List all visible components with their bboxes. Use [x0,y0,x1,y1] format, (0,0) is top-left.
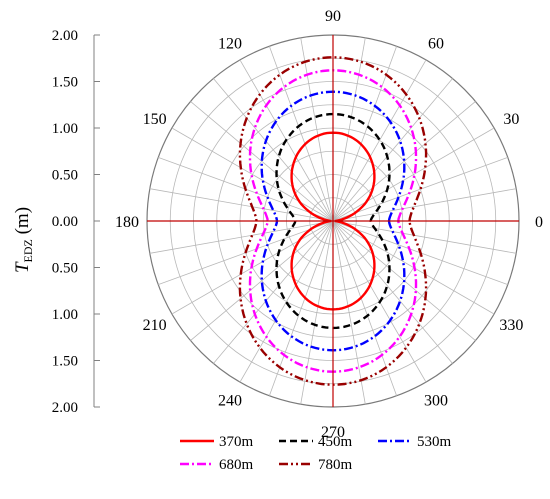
grid-spoke [149,220,334,254]
grid-spoke [269,46,334,222]
radial-tick-label: 0.00 [52,214,78,230]
grid-spoke [332,220,517,254]
angle-label-240: 240 [218,392,242,409]
radial-tick-label: 1.00 [52,121,78,137]
grid-spoke [300,37,334,222]
angle-label-0: 0 [535,214,543,231]
grid-spoke [149,188,334,222]
grid-spoke [332,157,508,222]
grid-spoke [332,127,495,222]
radial-tick-label: 1.50 [52,75,78,91]
legend-label-450m: 450m [318,434,353,450]
angle-label-90: 90 [325,8,341,25]
radial-tick-label: 0.50 [52,168,78,184]
grid-spoke [332,101,476,222]
grid-spoke [332,59,427,222]
grid-spoke [332,220,366,405]
radial-tick-label: 1.50 [52,354,78,370]
legend: 370m 450m 530m 680m 780m [180,434,452,473]
radial-tick-label: 1.00 [52,307,78,323]
angle-labels: 0 30 60 90 120 150 180 210 240 270 300 330 [115,8,543,441]
angle-label-270: 270 [321,424,345,441]
grid-spoke [171,127,334,222]
radial-tick-label: 2.00 [52,28,78,44]
radial-axis: 2.00 1.50 1.00 0.50 0.00 0.50 1.00 1.50 2.00 [52,28,519,416]
legend-label-680m: 680m [219,457,254,473]
grid-spoke [300,220,334,405]
legend-label-780m: 780m [318,457,353,473]
grid-spoke [213,220,334,364]
angle-label-120: 120 [218,36,242,53]
angle-label-330: 330 [499,317,523,334]
grid-spoke [332,220,453,364]
radial-tick-label: 2.00 [52,400,78,416]
grid-spoke [239,220,334,383]
grid-spoke [190,101,334,222]
grid-spoke [332,78,453,222]
legend-label-370m: 370m [219,434,254,450]
angle-label-180: 180 [115,214,139,231]
angle-label-60: 60 [428,36,444,53]
grid-spoke [332,188,517,222]
angle-label-210: 210 [143,317,167,334]
grid-spoke [213,78,334,222]
series-line-680m [248,69,418,373]
grid-spoke [332,37,366,222]
angle-label-150: 150 [143,111,167,128]
legend-label-530m: 530m [417,434,452,450]
y-axis-label: TEDZ (m) [12,207,35,273]
angle-label-30: 30 [503,111,519,128]
radial-tick-label: 0.50 [52,261,78,277]
grid-spoke [190,220,334,341]
angle-label-300: 300 [424,392,448,409]
